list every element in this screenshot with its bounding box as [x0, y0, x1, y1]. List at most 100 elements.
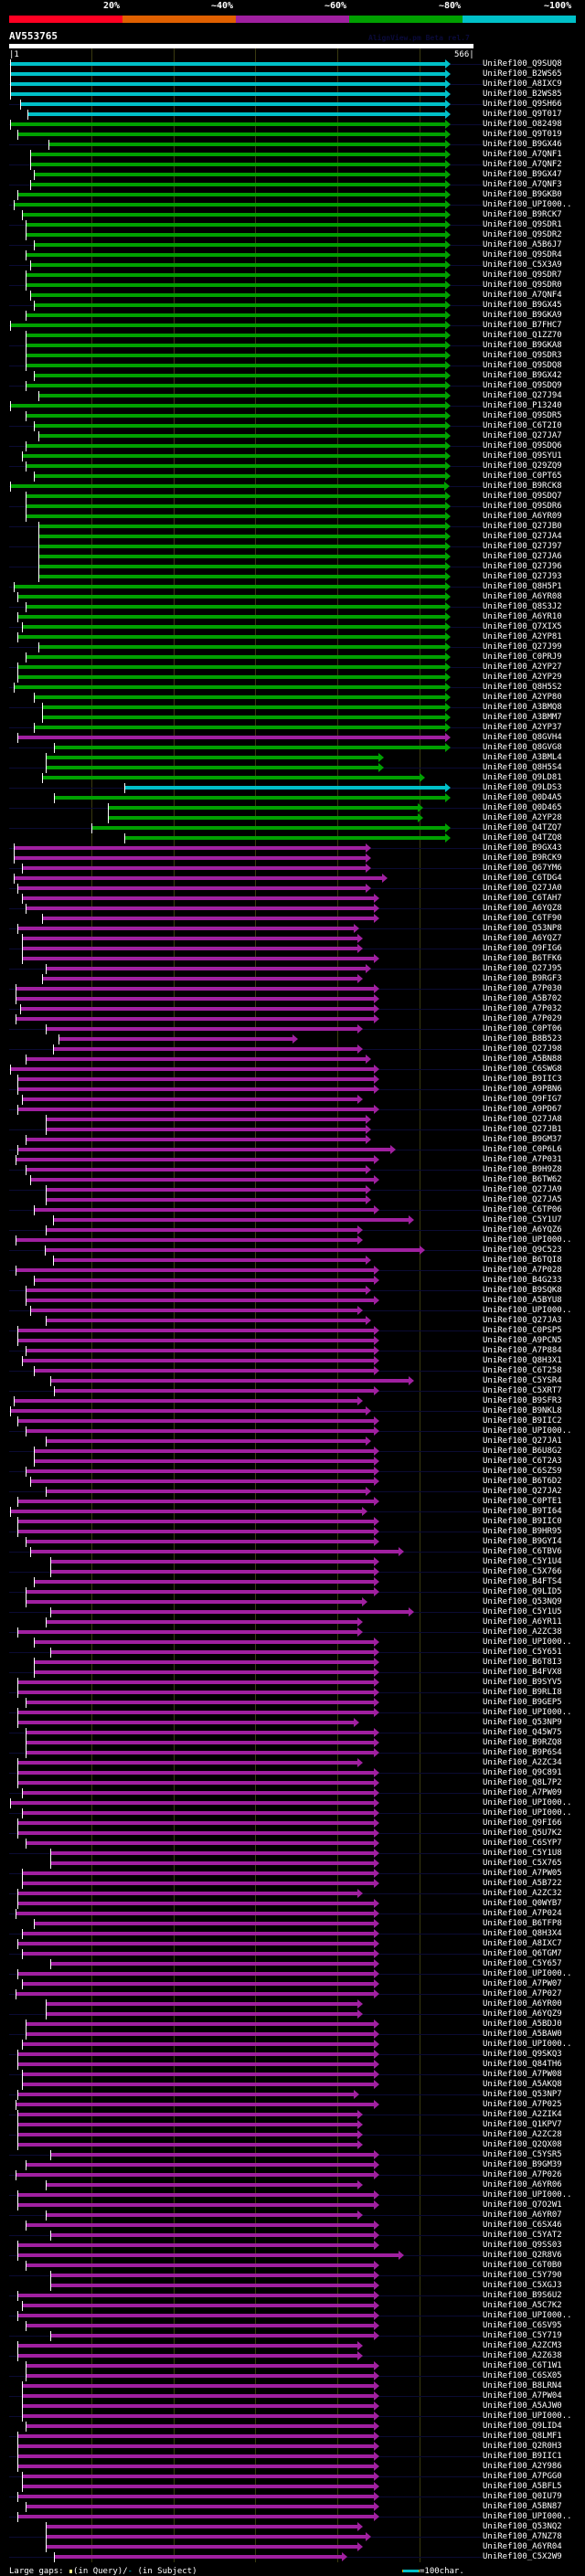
hit-label[interactable]: UniRef100_C5X765	[483, 1859, 562, 1868]
hit-row[interactable]: UniRef100_Q9C523	[0, 1246, 585, 1256]
hit-bar[interactable]	[17, 1711, 375, 1714]
hit-bar[interactable]	[46, 1188, 367, 1192]
hit-row[interactable]: UniRef100_B6TFP8	[0, 1919, 585, 1929]
hit-label[interactable]: UniRef100_Q27JA8	[483, 1115, 562, 1124]
hit-label[interactable]: UniRef100_Q8H3X4	[483, 1929, 562, 1938]
hit-row[interactable]: UniRef100_A2ZCM3	[0, 2341, 585, 2351]
hit-row[interactable]: UniRef100_C6TAH7	[0, 894, 585, 904]
hit-label[interactable]: UniRef100_C6TF90	[483, 914, 562, 923]
hit-row[interactable]: UniRef100_A3BMQ8	[0, 703, 585, 713]
hit-label[interactable]: UniRef100_Q8GVH4	[483, 733, 562, 742]
hit-label[interactable]: UniRef100_Q8L7P2	[483, 1778, 562, 1787]
hit-row[interactable]: UniRef100_UPI000..	[0, 2512, 585, 2522]
hit-label[interactable]: UniRef100_C6SYP7	[483, 1839, 562, 1848]
hit-row[interactable]: UniRef100_UPI000..	[0, 1798, 585, 1808]
hit-bar[interactable]	[123, 836, 446, 840]
hit-label[interactable]: UniRef100_A7P024	[483, 1909, 562, 1918]
hit-label[interactable]: UniRef100_Q9LDS3	[483, 783, 562, 792]
hit-row[interactable]: UniRef100_C5YSR4	[0, 1376, 585, 1386]
hit-bar[interactable]	[17, 133, 446, 136]
hit-row[interactable]: UniRef100_C6TDG4	[0, 874, 585, 884]
hit-row[interactable]: UniRef100_B9GX42	[0, 371, 585, 381]
hit-row[interactable]: UniRef100_B2WS85	[0, 90, 585, 100]
hit-bar[interactable]	[26, 1168, 367, 1171]
hit-bar[interactable]	[26, 444, 446, 448]
hit-bar[interactable]	[26, 1057, 367, 1061]
hit-bar[interactable]	[26, 1751, 375, 1754]
hit-row[interactable]: UniRef100_A2ZIK4	[0, 2110, 585, 2120]
hit-row[interactable]: UniRef100_B9GM37	[0, 1135, 585, 1145]
hit-bar[interactable]	[46, 1439, 367, 1443]
hit-row[interactable]: UniRef100_C0PT65	[0, 472, 585, 482]
hit-label[interactable]: UniRef100_A5BAW0	[483, 2030, 562, 2039]
hit-label[interactable]: UniRef100_Q53NQ2	[483, 2522, 562, 2531]
hit-row[interactable]: UniRef100_C5Y1U8	[0, 1849, 585, 1859]
hit-row[interactable]: UniRef100_A2ZC38	[0, 1627, 585, 1638]
hit-row[interactable]: UniRef100_Q9SUQ8	[0, 59, 585, 69]
hit-bar[interactable]	[49, 1861, 375, 1865]
hit-row[interactable]: UniRef100_C5Y1U5	[0, 1607, 585, 1617]
hit-row[interactable]: UniRef100_Q8H5S4	[0, 763, 585, 773]
hit-row[interactable]: UniRef100_C0PSP5	[0, 1326, 585, 1336]
hit-label[interactable]: UniRef100_Q9T017	[483, 110, 562, 119]
hit-bar[interactable]	[17, 1691, 375, 1694]
hit-bar[interactable]	[34, 1208, 375, 1212]
hit-bar[interactable]	[27, 112, 446, 116]
hit-bar[interactable]	[49, 1650, 375, 1654]
hit-row[interactable]: UniRef100_A7PGG0	[0, 2472, 585, 2482]
hit-bar[interactable]	[49, 1610, 410, 1614]
hit-label[interactable]: UniRef100_Q9LD81	[483, 773, 562, 782]
hit-bar[interactable]	[13, 685, 446, 689]
hit-row[interactable]: UniRef100_Q45W75	[0, 1728, 585, 1738]
hit-row[interactable]: UniRef100_Q9C891	[0, 1768, 585, 1778]
hit-label[interactable]: UniRef100_B9GX42	[483, 371, 562, 380]
hit-row[interactable]: UniRef100_UPI000..	[0, 1306, 585, 1316]
hit-bar[interactable]	[37, 555, 446, 558]
hit-row[interactable]: UniRef100_A7P027	[0, 1989, 585, 1999]
hit-bar[interactable]	[26, 514, 446, 518]
hit-bar[interactable]	[34, 726, 446, 729]
hit-label[interactable]: UniRef100_A7QNF2	[483, 160, 562, 169]
hit-row[interactable]: UniRef100_A7QNF4	[0, 291, 585, 301]
hit-bar[interactable]	[16, 1992, 375, 1996]
hit-row[interactable]: UniRef100_B9HR95	[0, 1527, 585, 1537]
hit-row[interactable]: UniRef100_Q27JA3	[0, 1316, 585, 1326]
hit-label[interactable]: UniRef100_A9PD67	[483, 1105, 562, 1114]
hit-bar[interactable]	[26, 2032, 375, 2036]
hit-row[interactable]: UniRef100_UPI000..	[0, 1235, 585, 1246]
hit-row[interactable]: UniRef100_A6YQZ9	[0, 2009, 585, 2019]
hit-row[interactable]: UniRef100_Q8H3X4	[0, 1929, 585, 1939]
hit-label[interactable]: UniRef100_A7P032	[483, 1004, 562, 1013]
hit-row[interactable]: UniRef100_Q53NQ2	[0, 2522, 585, 2532]
hit-row[interactable]: UniRef100_B6TQI8	[0, 1256, 585, 1266]
hit-label[interactable]: UniRef100_Q0IU79	[483, 2492, 562, 2501]
hit-label[interactable]: UniRef100_C0PT06	[483, 1024, 562, 1034]
hit-bar[interactable]	[17, 1329, 375, 1332]
hit-label[interactable]: UniRef100_Q27JA4	[483, 532, 562, 541]
hit-label[interactable]: UniRef100_A6YR10	[483, 612, 562, 621]
hit-label[interactable]: UniRef100_C6T0B0	[483, 2261, 562, 2270]
hit-row[interactable]: UniRef100_Q27JA8	[0, 1115, 585, 1125]
hit-bar[interactable]	[21, 957, 375, 960]
hit-bar[interactable]	[10, 122, 446, 126]
hit-row[interactable]: UniRef100_Q27JA0	[0, 884, 585, 894]
hit-row[interactable]: UniRef100_Q53NP9	[0, 1718, 585, 1728]
hit-label[interactable]: UniRef100_Q9SDQ6	[483, 441, 562, 451]
hit-row[interactable]: UniRef100_B8B523	[0, 1034, 585, 1044]
hit-label[interactable]: UniRef100_A7P030	[483, 984, 562, 993]
hit-label[interactable]: UniRef100_B9GM37	[483, 1135, 562, 1144]
hit-row[interactable]: UniRef100_A7PW09	[0, 1788, 585, 1798]
hit-label[interactable]: UniRef100_A2Y986	[483, 2462, 562, 2471]
hit-row[interactable]: UniRef100_Q8H5S2	[0, 683, 585, 693]
hit-bar[interactable]	[26, 1600, 362, 1604]
hit-row[interactable]: UniRef100_Q9T019	[0, 130, 585, 140]
hit-bar[interactable]	[26, 1138, 367, 1141]
hit-row[interactable]: UniRef100_UPI000..	[0, 2040, 585, 2050]
hit-row[interactable]: UniRef100_Q9SDR1	[0, 220, 585, 230]
hit-bar[interactable]	[107, 816, 418, 820]
hit-label[interactable]: UniRef100_A2YP28	[483, 813, 562, 822]
hit-label[interactable]: UniRef100_B9RCK7	[483, 210, 562, 219]
hit-label[interactable]: UniRef100_B9SQK8	[483, 1286, 562, 1295]
hit-label[interactable]: UniRef100_Q53NP8	[483, 924, 562, 933]
hit-bar[interactable]	[17, 1108, 375, 1111]
